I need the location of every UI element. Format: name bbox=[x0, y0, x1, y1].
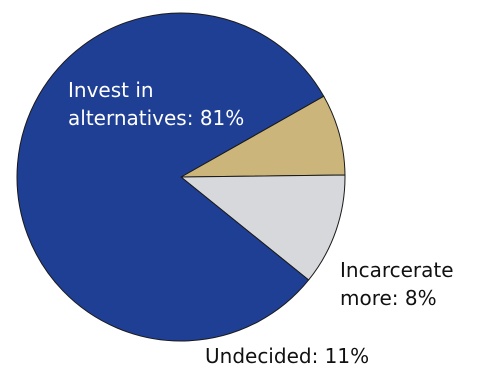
slice-label-line: alternatives: 81% bbox=[68, 106, 244, 130]
slice-label-undecided: Undecided: 11% bbox=[205, 344, 369, 368]
pie-labels: Invest in alternatives: 81% Incarcerate … bbox=[68, 78, 460, 368]
slice-label-incarcerate-more: Incarcerate more: 8% bbox=[340, 258, 460, 310]
slice-label-line: more: 8% bbox=[340, 286, 437, 310]
slice-label-line: Invest in bbox=[68, 78, 154, 102]
pie-slices bbox=[16, 12, 346, 342]
pie-slice-invest-in-alternatives bbox=[16, 12, 325, 342]
slice-label-line: Incarcerate bbox=[340, 258, 454, 282]
slice-label-invest-in-alternatives: Invest in alternatives: 81% bbox=[68, 78, 244, 130]
slice-label-line: Undecided: 11% bbox=[205, 344, 369, 368]
pie-slice-undecided bbox=[180, 174, 346, 281]
